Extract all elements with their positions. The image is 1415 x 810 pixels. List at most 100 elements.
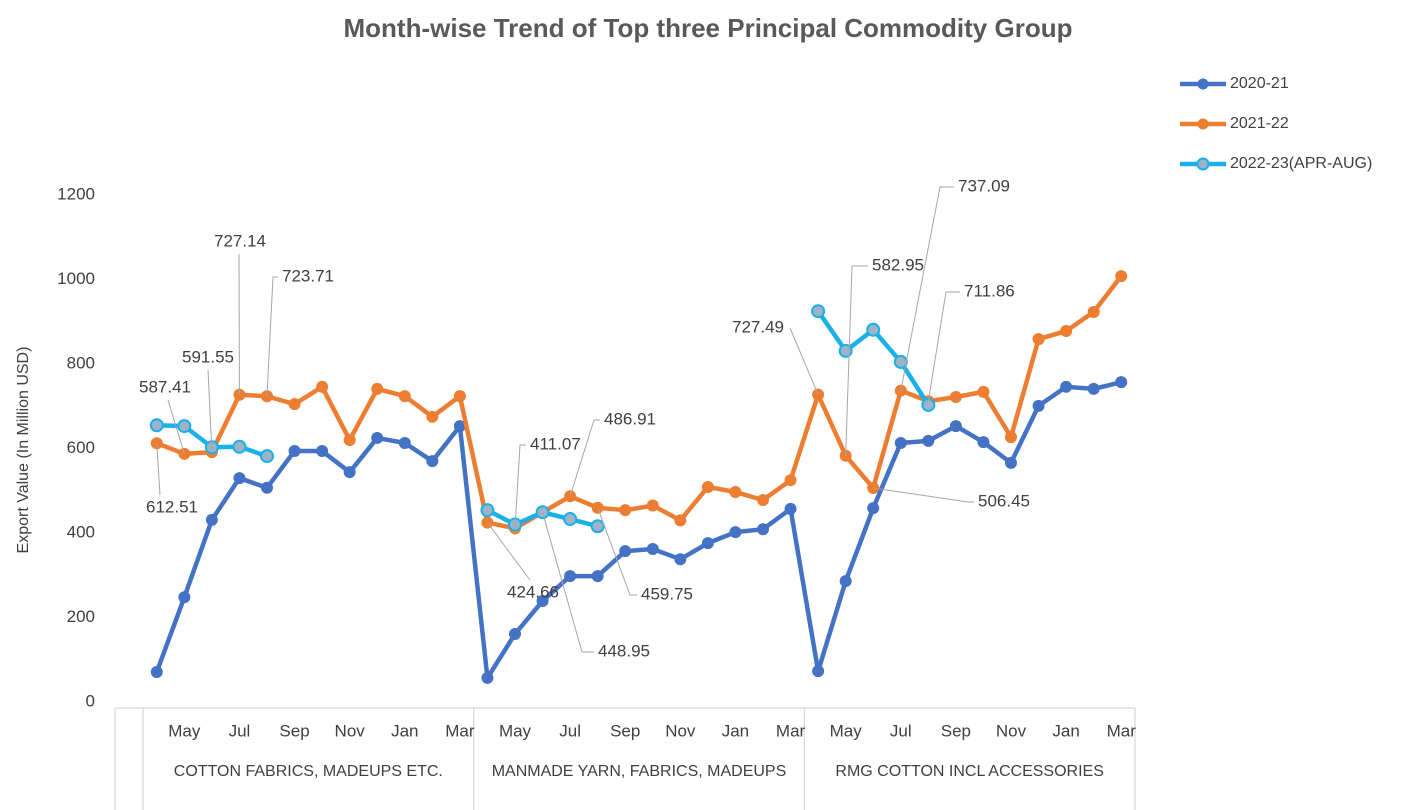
x-tick-label: Jul	[559, 721, 581, 740]
y-axis-label: Export Value (In Million USD)	[15, 347, 32, 554]
data-label: 506.45	[978, 491, 1030, 510]
data-point	[453, 390, 466, 403]
data-point	[178, 591, 191, 604]
group-label: COTTON FABRICS, MADEUPS ETC.	[173, 763, 443, 780]
data-label: 723.71	[282, 266, 334, 285]
leader-line	[873, 487, 974, 503]
data-point	[977, 436, 990, 449]
data-label: 737.09	[958, 176, 1010, 195]
data-point	[811, 304, 826, 319]
data-label: 486.91	[604, 409, 656, 428]
leader-line	[156, 443, 161, 496]
x-tick-label: Jan	[722, 721, 749, 740]
x-tick-label: May	[830, 721, 863, 740]
data-point	[619, 504, 632, 517]
data-point	[316, 380, 329, 393]
data-point	[261, 481, 273, 494]
data-point	[1032, 333, 1045, 346]
x-tick-label: Nov	[996, 721, 1027, 740]
data-point	[509, 627, 521, 640]
data-point	[177, 419, 192, 434]
data-point	[591, 570, 604, 583]
data-point	[701, 480, 714, 493]
data-point	[343, 466, 356, 479]
data-point	[480, 503, 495, 518]
leader-line	[207, 369, 213, 453]
data-point	[812, 665, 825, 678]
leader-line	[927, 291, 960, 402]
data-point	[619, 545, 632, 558]
data-point	[316, 445, 329, 458]
x-tick-label: May	[499, 721, 532, 740]
data-point	[646, 543, 659, 556]
data-point	[1060, 325, 1073, 338]
data-point	[893, 354, 908, 369]
data-point	[839, 575, 852, 588]
data-point	[674, 553, 687, 566]
leader-line	[569, 419, 600, 497]
legend-marker	[1197, 78, 1209, 90]
leader-line	[266, 276, 278, 397]
x-tick-label: Jul	[890, 721, 912, 740]
data-point	[426, 455, 439, 468]
x-tick-label: Jan	[1052, 721, 1079, 740]
data-point	[564, 570, 577, 583]
data-point	[1005, 431, 1017, 444]
data-point	[757, 494, 769, 507]
data-point	[701, 537, 714, 550]
data-point	[590, 519, 605, 534]
data-point	[233, 472, 246, 485]
data-point	[371, 382, 384, 395]
data-label: 424.66	[507, 582, 559, 601]
x-tick-label: Mar	[445, 721, 475, 740]
data-point	[674, 514, 687, 527]
data-label: 448.95	[598, 641, 650, 660]
group-label: MANMADE YARN, FABRICS, MADEUPS	[491, 763, 787, 780]
leader-line	[542, 512, 594, 653]
x-tick-label: Mar	[776, 721, 806, 740]
data-point	[453, 420, 466, 433]
x-tick-label: Jan	[391, 721, 418, 740]
data-point	[398, 390, 411, 403]
data-point	[922, 434, 935, 447]
data-point	[729, 486, 742, 499]
data-point	[866, 322, 881, 337]
data-label: 612.51	[146, 497, 198, 516]
x-tick-label: Jul	[229, 721, 251, 740]
legend-label: 2022-23(APR-AUG)	[1230, 155, 1372, 172]
y-tick-label: 1200	[57, 184, 95, 203]
legend-marker	[1197, 118, 1209, 130]
data-point	[232, 439, 247, 454]
data-point	[288, 398, 301, 411]
data-label: 587.41	[139, 377, 191, 396]
data-point	[563, 512, 578, 527]
data-point	[371, 431, 384, 444]
x-tick-label: Sep	[610, 721, 640, 740]
data-point	[1060, 380, 1073, 393]
leader-line	[900, 186, 954, 391]
y-tick-label: 600	[67, 438, 95, 457]
chart-title: Month-wise Trend of Top three Principal …	[344, 13, 1073, 43]
leader-line	[487, 522, 531, 581]
data-point	[205, 513, 218, 526]
data-label: 727.49	[732, 317, 784, 336]
legend-label: 2021-22	[1230, 115, 1289, 132]
leader-line	[845, 265, 868, 456]
data-point	[867, 502, 880, 515]
data-point	[536, 595, 549, 608]
data-label: 411.07	[530, 434, 581, 453]
data-point	[288, 445, 301, 458]
x-tick-label: Sep	[941, 721, 971, 740]
leader-line	[789, 327, 819, 395]
x-tick-label: Mar	[1107, 721, 1137, 740]
data-label: 711.86	[964, 281, 1015, 300]
leader-line	[167, 399, 185, 454]
y-tick-label: 400	[67, 522, 95, 541]
data-point	[838, 343, 853, 358]
data-point	[894, 437, 907, 450]
group-label: RMG COTTON INCL ACCESSORIES	[835, 763, 1104, 780]
data-point	[784, 502, 797, 515]
data-point	[1115, 376, 1128, 389]
